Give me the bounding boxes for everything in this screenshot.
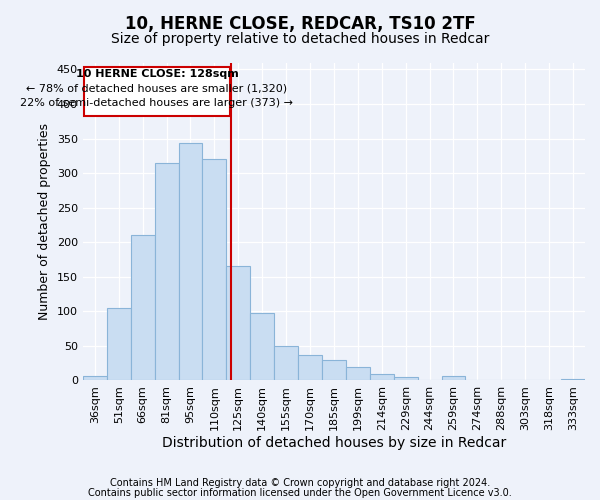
Bar: [346, 368, 370, 380]
Bar: [394, 377, 418, 380]
Bar: [370, 374, 394, 380]
Text: 10, HERNE CLOSE, REDCAR, TS10 2TF: 10, HERNE CLOSE, REDCAR, TS10 2TF: [125, 15, 475, 33]
Bar: [250, 314, 274, 380]
Text: ← 78% of detached houses are smaller (1,320): ← 78% of detached houses are smaller (1,…: [26, 84, 287, 94]
Bar: [322, 360, 346, 380]
Bar: [298, 355, 322, 380]
Text: Contains HM Land Registry data © Crown copyright and database right 2024.: Contains HM Land Registry data © Crown c…: [110, 478, 490, 488]
Bar: [179, 144, 202, 380]
Bar: [131, 236, 155, 380]
Y-axis label: Number of detached properties: Number of detached properties: [38, 123, 52, 320]
Bar: [107, 308, 131, 380]
Text: 22% of semi-detached houses are larger (373) →: 22% of semi-detached houses are larger (…: [20, 98, 293, 108]
Text: Size of property relative to detached houses in Redcar: Size of property relative to detached ho…: [111, 32, 489, 46]
FancyBboxPatch shape: [84, 68, 230, 116]
Bar: [202, 160, 226, 380]
Text: Contains public sector information licensed under the Open Government Licence v3: Contains public sector information licen…: [88, 488, 512, 498]
X-axis label: Distribution of detached houses by size in Redcar: Distribution of detached houses by size …: [162, 436, 506, 450]
Bar: [83, 376, 107, 380]
Bar: [155, 162, 179, 380]
Bar: [561, 379, 585, 380]
Bar: [226, 266, 250, 380]
Text: 10 HERNE CLOSE: 128sqm: 10 HERNE CLOSE: 128sqm: [76, 70, 238, 80]
Bar: [442, 376, 466, 380]
Bar: [274, 346, 298, 380]
